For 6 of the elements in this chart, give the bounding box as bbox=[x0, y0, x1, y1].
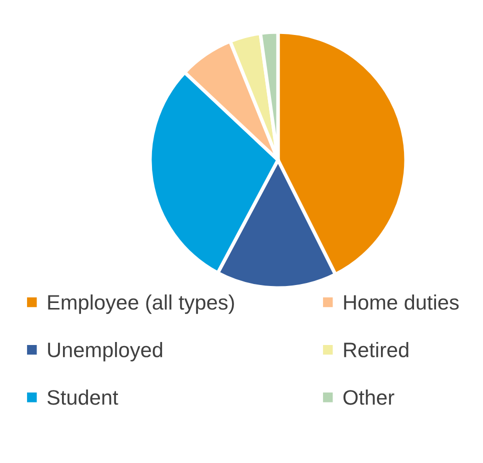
legend-label: Student bbox=[47, 390, 118, 405]
legend-label: Home duties bbox=[344, 294, 459, 310]
legend-label: Unemployed bbox=[48, 342, 162, 362]
legend-label: Other bbox=[343, 390, 394, 405]
legend-label: Employee (all types) bbox=[48, 294, 234, 314]
legend-label: Retired bbox=[344, 342, 408, 358]
